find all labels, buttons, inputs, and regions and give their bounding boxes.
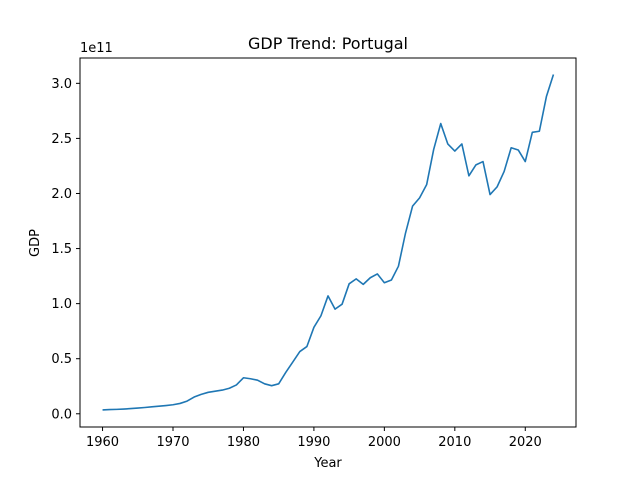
y-offset-label: 1e11 [80,41,113,56]
x-tick-label: 1960 [86,435,119,450]
y-tick-label: 2.5 [51,132,72,147]
x-tick-label: 1980 [227,435,260,450]
x-tick-label: 1990 [297,435,330,450]
chart-title: GDP Trend: Portugal [248,34,408,53]
y-axis-ticks: 0.0 0.5 1.0 1.5 2.0 2.5 3.0 [51,77,80,422]
y-tick-label: 2.0 [51,187,72,202]
axes-frame [79,57,577,428]
x-tick-label: 2000 [368,435,401,450]
y-tick-label: 1.0 [51,297,72,312]
y-tick-label: 1.5 [51,242,72,257]
y-tick-label: 0.5 [51,352,72,367]
x-tick-label: 1970 [156,435,189,450]
y-tick-label: 3.0 [51,77,72,92]
plot-area [102,74,555,411]
x-axis-ticks: 1960 1970 1980 1990 2000 2010 2020 [86,427,542,450]
x-tick-label: 2020 [509,435,542,450]
y-tick-label: 0.0 [51,407,72,422]
x-tick-label: 2010 [438,435,471,450]
x-axis-label: Year [313,456,342,471]
gdp-series-line [102,74,555,411]
y-axis-label: GDP [28,229,43,257]
